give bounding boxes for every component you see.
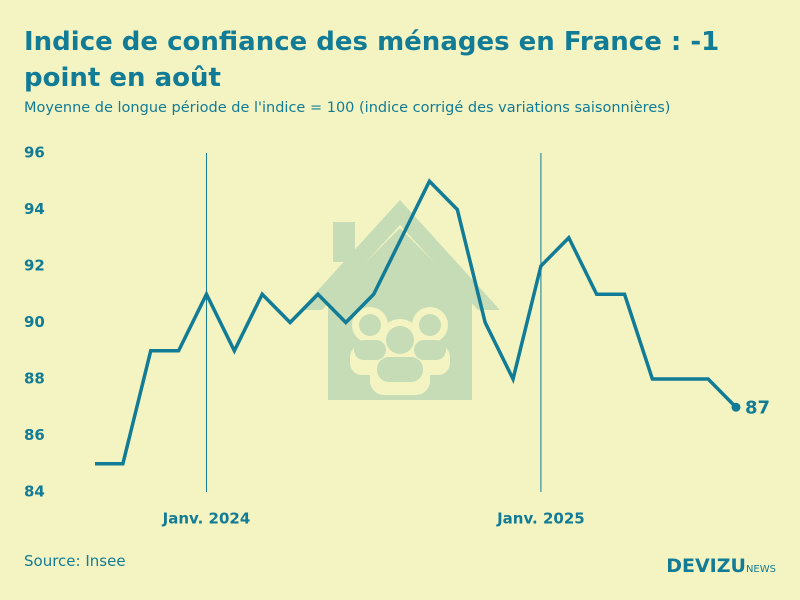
chart-subtitle: Moyenne de longue période de l'indice = … (24, 100, 671, 116)
logo: DEVIZUNEWS (666, 555, 776, 577)
x-tick-label: Janv. 2025 (496, 510, 585, 528)
y-tick-label: 92 (24, 257, 45, 275)
end-point (731, 402, 741, 412)
end-value-label: 87 (745, 397, 770, 418)
data-line (95, 178, 738, 466)
y-tick-label: 94 (24, 200, 45, 218)
logo-main: DEVIZU (666, 555, 746, 577)
logo-suffix: NEWS (745, 564, 776, 575)
house-icon (300, 200, 500, 400)
y-tick-label: 84 (24, 483, 45, 501)
x-tick-label: Janv. 2024 (162, 510, 251, 528)
y-tick-label: 86 (24, 426, 45, 444)
chart-title: Indice de confiance des ménages en Franc… (24, 27, 720, 93)
y-tick-label: 96 (24, 144, 45, 162)
y-tick-label: 88 (24, 370, 45, 388)
source: Source: Insee (24, 552, 126, 570)
y-tick-label: 90 (24, 313, 45, 331)
